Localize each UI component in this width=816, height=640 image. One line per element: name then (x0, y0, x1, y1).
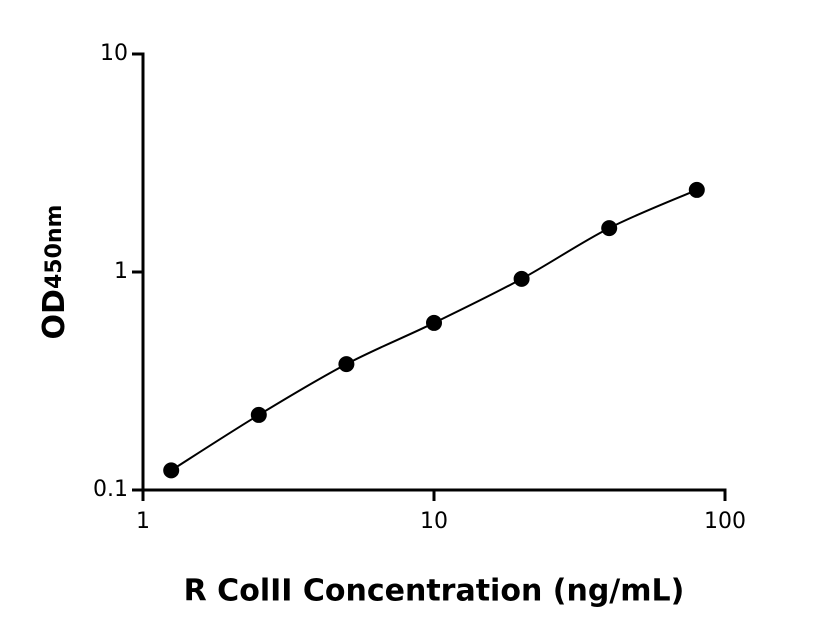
data-point (513, 270, 530, 287)
data-point (250, 406, 267, 423)
x-tick-label: 10 (420, 509, 448, 534)
y-axis-title-main: OD (37, 289, 72, 339)
data-point (426, 314, 442, 331)
y-axis-title: OD450nm (37, 205, 72, 340)
data-point (601, 220, 618, 237)
data-point (338, 356, 355, 373)
y-tick-label: 10 (100, 41, 128, 66)
x-tick-label: 100 (704, 509, 746, 534)
y-tick-label: 1 (114, 259, 128, 284)
y-axis-title-subscript: 450nm (42, 205, 67, 290)
x-axis-title: R ColII Concentration (ng/mL) (184, 574, 685, 609)
x-tick-label: 1 (136, 509, 150, 534)
data-point (163, 462, 180, 479)
y-tick-label: 0.1 (93, 477, 128, 502)
data-point (688, 181, 705, 198)
